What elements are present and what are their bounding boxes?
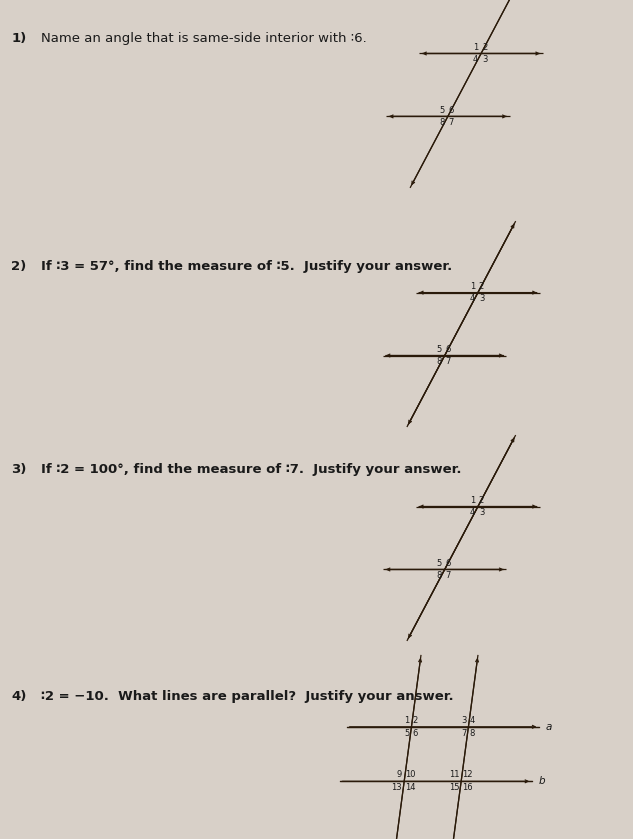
- Text: 11: 11: [449, 770, 459, 779]
- Text: 3: 3: [479, 508, 484, 518]
- Text: 7: 7: [446, 357, 451, 367]
- Text: ∶2 = −10.  What lines are parallel?  Justify your answer.: ∶2 = −10. What lines are parallel? Justi…: [41, 690, 454, 702]
- Text: 7: 7: [461, 729, 467, 737]
- Text: 7: 7: [449, 118, 454, 128]
- Text: 1: 1: [473, 43, 479, 52]
- Text: 3: 3: [482, 55, 487, 65]
- Text: 4: 4: [470, 508, 475, 518]
- Text: 14: 14: [405, 784, 416, 792]
- Text: 4): 4): [11, 690, 27, 702]
- Text: 2: 2: [413, 716, 418, 725]
- Text: 4: 4: [470, 294, 475, 304]
- Text: 5: 5: [404, 729, 410, 737]
- Text: 9: 9: [397, 770, 402, 779]
- Text: 5: 5: [437, 345, 442, 354]
- Text: 1: 1: [404, 716, 410, 725]
- Text: b: b: [539, 776, 545, 786]
- Text: 8: 8: [440, 118, 445, 128]
- Text: 2: 2: [479, 282, 484, 291]
- Text: 3: 3: [461, 716, 467, 725]
- Text: 1): 1): [11, 32, 27, 44]
- Text: 5: 5: [437, 559, 442, 568]
- Text: 13: 13: [392, 784, 402, 792]
- Text: 3: 3: [479, 294, 484, 304]
- Text: 2: 2: [479, 496, 484, 505]
- Text: 5: 5: [440, 106, 445, 115]
- Text: 10: 10: [405, 770, 416, 779]
- Text: If ∶2 = 100°, find the measure of ∶7.  Justify your answer.: If ∶2 = 100°, find the measure of ∶7. Ju…: [41, 463, 461, 476]
- Text: Name an angle that is same-side interior with ∶6.: Name an angle that is same-side interior…: [41, 32, 367, 44]
- Text: 4: 4: [473, 55, 479, 65]
- Text: 1: 1: [470, 496, 475, 505]
- Text: 2: 2: [482, 43, 487, 52]
- Text: 12: 12: [462, 770, 473, 779]
- Text: 7: 7: [446, 571, 451, 581]
- Text: 6: 6: [446, 345, 451, 354]
- Text: 6: 6: [449, 106, 454, 115]
- Text: 3): 3): [11, 463, 27, 476]
- Text: 4: 4: [470, 716, 475, 725]
- Text: a: a: [546, 722, 552, 732]
- Text: If ∶3 = 57°, find the measure of ∶5.  Justify your answer.: If ∶3 = 57°, find the measure of ∶5. Jus…: [41, 260, 453, 273]
- Text: 6: 6: [413, 729, 418, 737]
- Text: 8: 8: [437, 571, 442, 581]
- Text: 8: 8: [470, 729, 475, 737]
- Text: 2): 2): [11, 260, 27, 273]
- Text: 8: 8: [437, 357, 442, 367]
- Text: 15: 15: [449, 784, 459, 792]
- Text: 6: 6: [446, 559, 451, 568]
- Text: 1: 1: [470, 282, 475, 291]
- Text: 16: 16: [462, 784, 473, 792]
